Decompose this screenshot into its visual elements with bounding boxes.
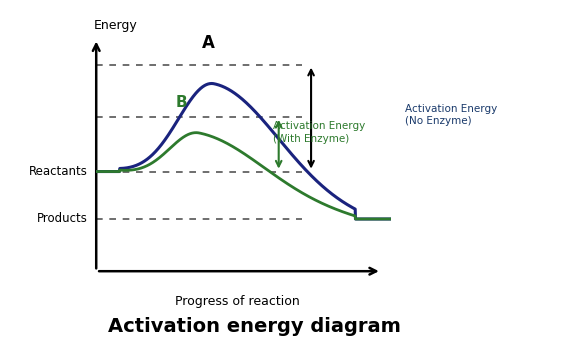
Text: B: B (176, 95, 187, 110)
Text: Activation Energy
(No Enzyme): Activation Energy (No Enzyme) (405, 103, 497, 126)
Text: A: A (201, 34, 215, 52)
Text: Energy: Energy (93, 19, 137, 32)
Text: Activation Energy
(With Enzyme): Activation Energy (With Enzyme) (273, 121, 365, 144)
Text: Progress of reaction: Progress of reaction (175, 295, 300, 308)
Text: Reactants: Reactants (28, 165, 87, 178)
Text: Products: Products (37, 213, 87, 225)
Text: Activation energy diagram: Activation energy diagram (108, 317, 401, 336)
